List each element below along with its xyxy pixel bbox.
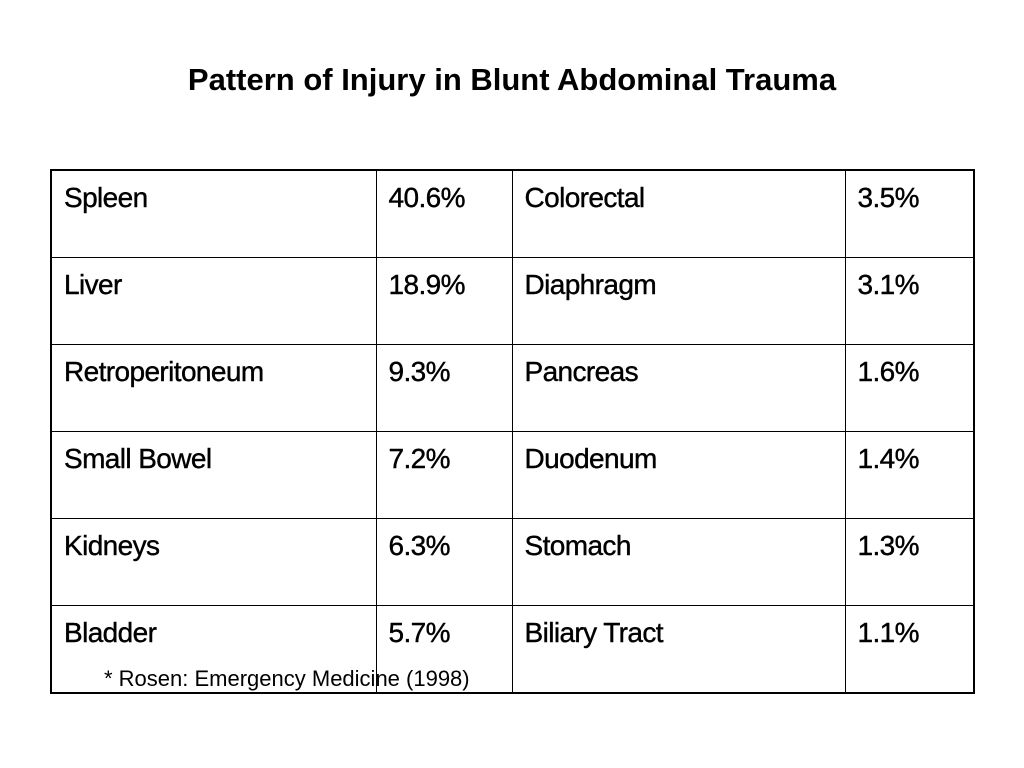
percentage-cell: 1.1% [844,605,975,694]
source-citation: * Rosen: Emergency Medicine (1998) [104,666,470,691]
organ-cell: Bladder [50,605,377,694]
organ-cell: Small Bowel [50,431,377,519]
organ-cell: Spleen [50,169,377,258]
table-row: Kidneys 6.3% Stomach 1.3% [50,518,975,606]
percentage-cell: 6.3% [375,518,513,606]
organ-cell: Diaphragm [511,257,846,345]
organ-cell: Colorectal [511,169,846,258]
percentage-cell: 3.5% [844,169,975,258]
organ-cell: Duodenum [511,431,846,519]
percentage-cell: 5.7% [375,605,513,694]
percentage-cell: 1.4% [844,431,975,519]
table-row: Spleen 40.6% Colorectal 3.5% [50,169,975,258]
organ-cell: Pancreas [511,344,846,432]
organ-cell: Kidneys [50,518,377,606]
slide-title: Pattern of Injury in Blunt Abdominal Tra… [187,62,837,97]
percentage-cell: 1.3% [844,518,975,606]
percentage-cell: 18.9% [375,257,513,345]
organ-cell: Liver [50,257,377,345]
percentage-cell: 3.1% [844,257,975,345]
organ-cell: Biliary Tract [511,605,846,694]
percentage-cell: 7.2% [375,431,513,519]
table-row: Liver 18.9% Diaphragm 3.1% [50,257,975,345]
injury-pattern-table: Spleen 40.6% Colorectal 3.5% Liver 18.9%… [50,169,975,694]
percentage-cell: 40.6% [375,169,513,258]
percentage-cell: 1.6% [844,344,975,432]
percentage-cell: 9.3% [375,344,513,432]
table-row: Bladder 5.7% Biliary Tract 1.1% [50,605,975,694]
organ-cell: Stomach [511,518,846,606]
table-row: Retroperitoneum 9.3% Pancreas 1.6% [50,344,975,432]
organ-cell: Retroperitoneum [50,344,377,432]
table-row: Small Bowel 7.2% Duodenum 1.4% [50,431,975,519]
